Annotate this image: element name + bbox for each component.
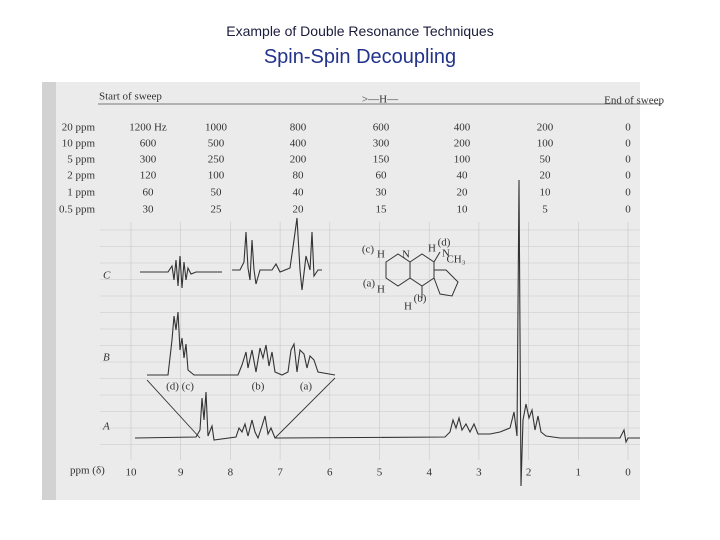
axis-tick-label: 8: [228, 467, 234, 479]
structure-label: (a): [363, 278, 376, 290]
structure-label: H: [428, 243, 436, 255]
scale-cell: 30: [143, 204, 155, 216]
axis-tick-label: 4: [426, 467, 432, 479]
axis-label: ppm (δ): [70, 465, 105, 477]
bracket-line: [274, 377, 336, 439]
sweep-start: Start of sweep: [99, 91, 162, 103]
scale-cell: 80: [293, 170, 305, 182]
peak-label: (d) (c): [166, 381, 194, 393]
structure-label: (b): [414, 293, 427, 305]
structure-label: N: [402, 249, 410, 261]
scale-cell: 800: [290, 122, 307, 134]
scale-cell: 120: [140, 170, 157, 182]
scale-cell: 300: [373, 138, 390, 150]
scale-cell: 0: [625, 154, 631, 166]
axis-tick-label: 3: [476, 467, 482, 479]
scale-cell: 0: [625, 187, 631, 199]
scale-cell: 250: [208, 154, 225, 166]
scale-row-label: 2 ppm: [67, 170, 95, 182]
scale-cell: 10: [540, 187, 552, 199]
scale-row-label: 1 ppm: [67, 187, 95, 199]
scan-edge: [42, 82, 56, 500]
scale-cell: 0: [625, 170, 631, 182]
scale-cell: 100: [454, 154, 471, 166]
structure-label: CH₃: [446, 254, 465, 266]
scale-cell: 40: [457, 170, 469, 182]
peak-label: (a): [300, 381, 313, 393]
axis-tick-label: 2: [526, 467, 532, 479]
scale-cell: 25: [211, 204, 223, 216]
slide-title: Example of Double Resonance Techniques: [226, 23, 494, 39]
scale-cell: 20: [457, 187, 469, 199]
scale-cell: 60: [376, 170, 388, 182]
axis-tick-label: 1: [576, 467, 582, 479]
scale-cell: 200: [290, 154, 307, 166]
scale-cell: 300: [140, 154, 157, 166]
trace-label: C: [103, 270, 111, 282]
sweep-direction: >—H—: [362, 94, 399, 106]
scale-cell: 1000: [205, 122, 228, 134]
axis-tick-label: 0: [625, 467, 631, 479]
molecule-structure: [385, 251, 459, 298]
trace-a: [134, 179, 640, 487]
axis-tick-label: 7: [277, 467, 283, 479]
scale-cell: 400: [290, 138, 307, 150]
structure-label: H: [377, 284, 385, 296]
structure-label: H: [404, 301, 412, 313]
structure-label: N: [442, 248, 450, 260]
scale-cell: 5: [542, 204, 548, 216]
scale-cell: 0: [625, 138, 631, 150]
trace-label: B: [103, 352, 110, 364]
scale-cell: 50: [211, 187, 223, 199]
scale-cell: 20: [540, 170, 552, 182]
sweep-end: End of sweep: [604, 95, 664, 107]
scale-cell: 30: [376, 187, 388, 199]
axis-tick-label: 9: [178, 467, 184, 479]
structure-label: H: [377, 249, 385, 261]
structure-label: (c): [362, 244, 375, 256]
scale-cell: 0: [625, 204, 631, 216]
bracket-line: [146, 379, 201, 439]
scale-cell: 10: [457, 204, 469, 216]
trace-b: [147, 311, 336, 376]
scale-cell: 60: [143, 187, 155, 199]
axis-tick-label: 6: [327, 467, 333, 479]
trace-label: A: [102, 421, 110, 433]
scale-cell: 400: [454, 122, 471, 134]
trace-c: [140, 217, 322, 291]
scale-cell: 200: [454, 138, 471, 150]
peak-label: (b): [252, 381, 265, 393]
scale-cell: 40: [293, 187, 305, 199]
scale-row-label: 20 ppm: [62, 122, 96, 134]
scale-cell: 600: [140, 138, 157, 150]
scale-cell: 1200 Hz: [129, 122, 167, 134]
scale-cell: 150: [373, 154, 390, 166]
scale-cell: 600: [373, 122, 390, 134]
scale-row-label: 10 ppm: [62, 138, 96, 150]
slide-subtitle: Spin-Spin Decoupling: [263, 46, 457, 68]
scale-cell: 100: [537, 138, 554, 150]
scale-cell: 500: [208, 138, 225, 150]
scale-row-label: 0.5 ppm: [59, 204, 96, 216]
scale-cell: 50: [540, 154, 552, 166]
axis-tick-label: 10: [126, 467, 138, 479]
scale-cell: 100: [208, 170, 225, 182]
grid: [100, 222, 640, 460]
structure-label: (d): [438, 237, 451, 249]
scale-cell: 20: [293, 204, 305, 216]
scale-row-label: 5 ppm: [67, 154, 95, 166]
axis-tick-label: 5: [377, 467, 383, 479]
scale-cell: 200: [537, 122, 554, 134]
scale-cell: 0: [625, 122, 631, 134]
scale-cell: 15: [376, 204, 388, 216]
